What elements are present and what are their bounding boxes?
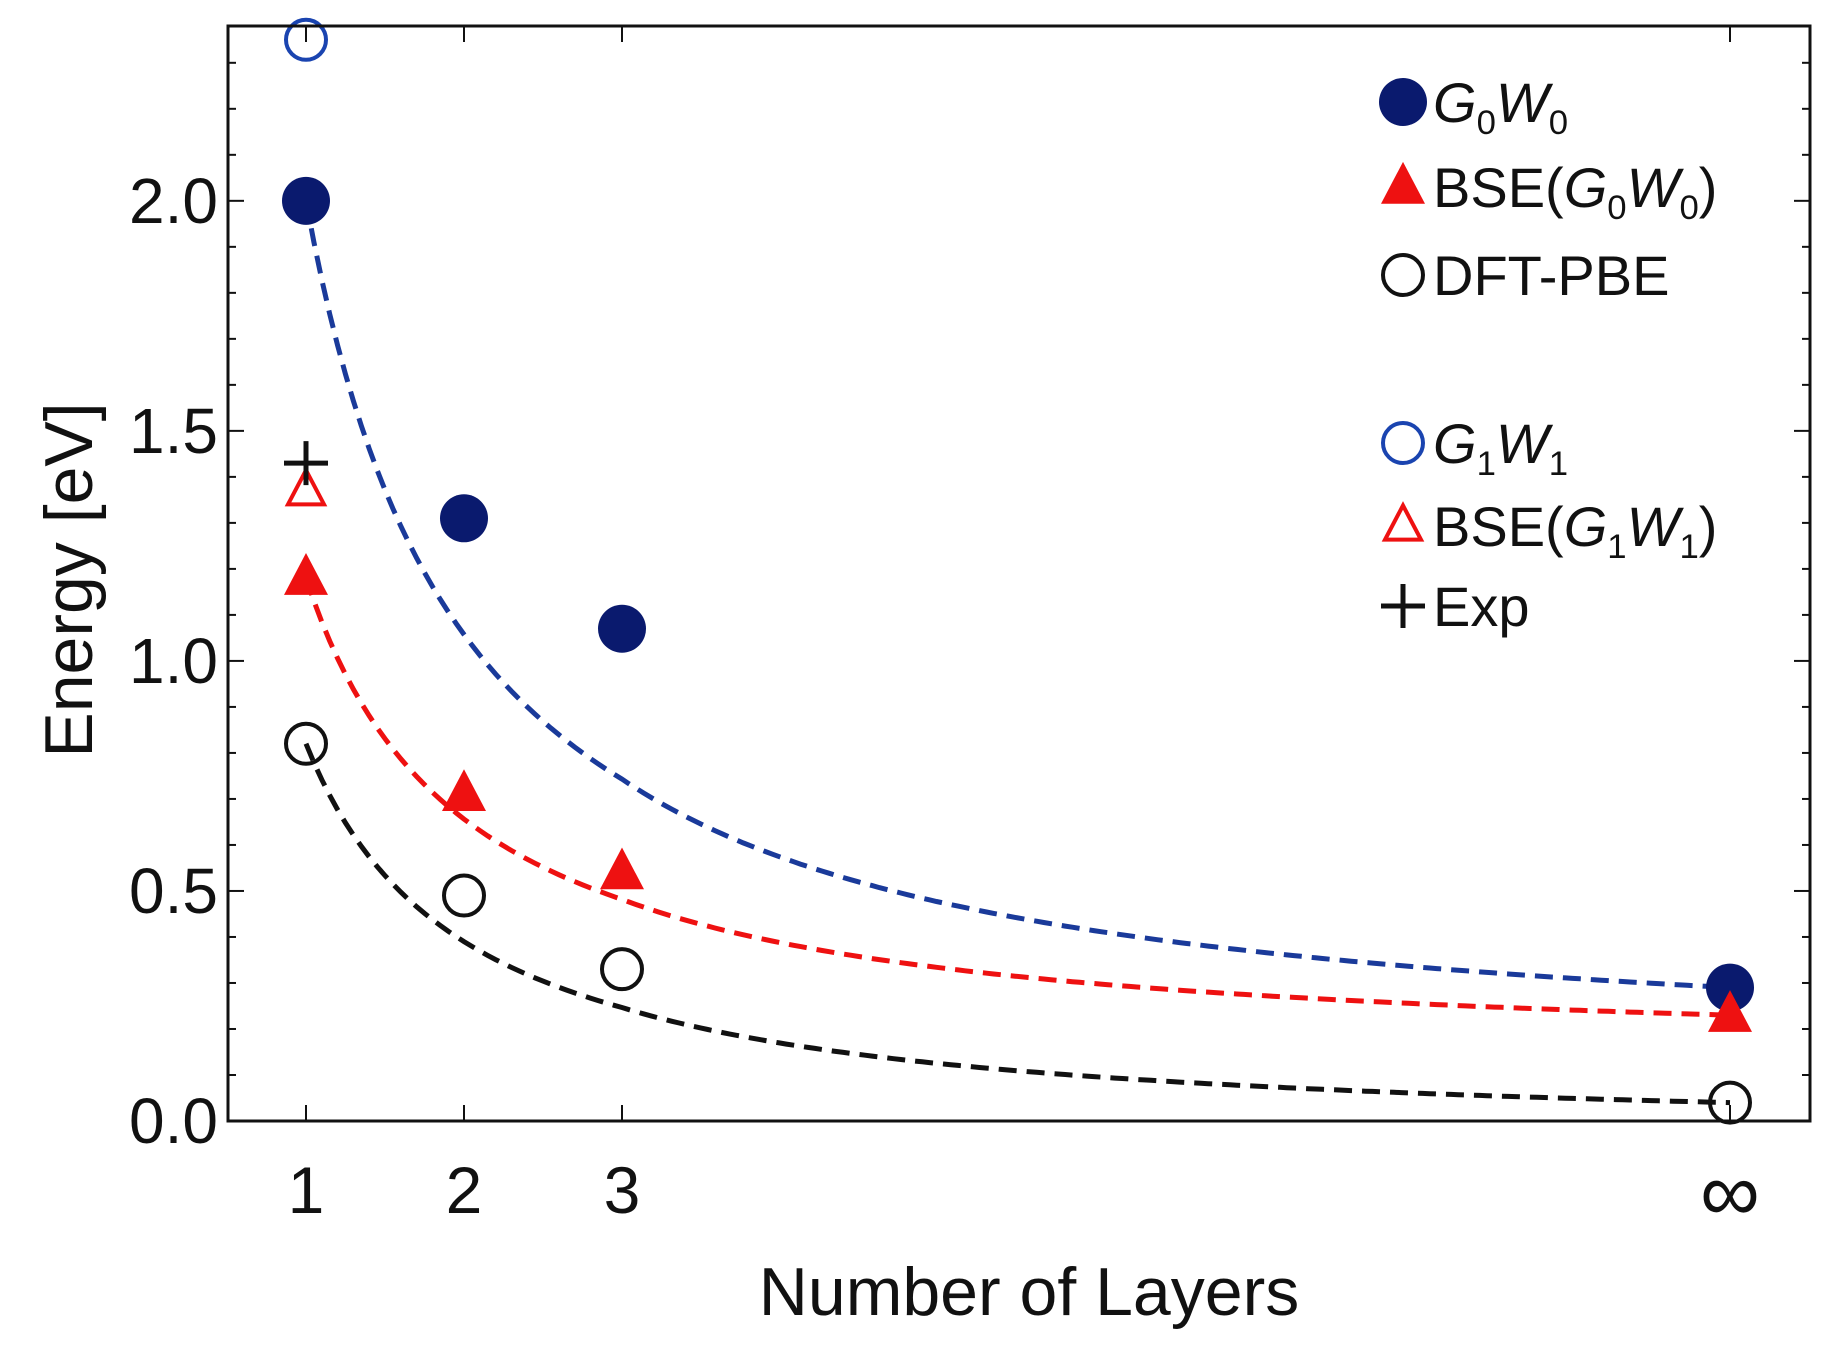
legend-label: BSE(G0​W0​) — [1433, 156, 1717, 227]
y-tick-label: 0.5 — [129, 855, 218, 927]
legend-label-part: 0 — [1607, 189, 1626, 227]
legend-label: Exp — [1433, 575, 1530, 638]
marker-bse-g0w0--3 — [1708, 990, 1752, 1032]
marker-bse-g0w0--0 — [284, 553, 328, 595]
marker-dft-pbe-3 — [1708, 1080, 1752, 1125]
y-tick-label: 0.0 — [129, 1085, 218, 1157]
legend-marker — [1381, 421, 1425, 465]
marker-bse-g0w0--2 — [600, 847, 644, 890]
plot-frame — [226, 24, 1812, 1123]
legend-label-part: BSE( — [1433, 156, 1564, 219]
legend-item: G0​W0​ — [1379, 71, 1568, 142]
legend-label: BSE(G1​W1​) — [1433, 495, 1717, 566]
legend-label-part: BSE( — [1433, 495, 1564, 558]
fit-lines — [303, 200, 1731, 1106]
legend-label-part: W — [1627, 495, 1685, 558]
x-tick-label: 1 — [288, 1153, 325, 1227]
legend-label-part: 0 — [1549, 104, 1568, 142]
marker-dft-pbe-2 — [600, 947, 644, 992]
y-tick-label: 1.5 — [129, 395, 218, 467]
y-tick-labels: 0.0 0.5 1.0 1.5 2.0 — [129, 165, 218, 1157]
legend-marker — [1381, 501, 1425, 542]
legend-label-part: 1 — [1607, 528, 1626, 566]
marker-g1w1-0 — [284, 17, 328, 62]
legend-marker — [1381, 253, 1425, 297]
x-tick-label: ∞ — [1700, 1145, 1760, 1239]
legend-item: BSE(G1​W1​) — [1381, 495, 1717, 566]
x-axis-label: Number of Layers — [759, 1254, 1299, 1330]
legend-label-part: ) — [1699, 156, 1718, 219]
legend-label-part: G — [1433, 71, 1477, 134]
data-markers — [282, 17, 1754, 1125]
legend-label: G1​W1​ — [1433, 412, 1568, 483]
marker-dft-pbe-1 — [442, 873, 486, 918]
legend-item: DFT-PBE — [1381, 244, 1669, 307]
legend-label-part: 0 — [1679, 189, 1698, 227]
legend-label-part: G — [1564, 156, 1608, 219]
legend-label-part: 1 — [1679, 528, 1698, 566]
x-tick-label: 2 — [446, 1153, 483, 1227]
legend-item: Exp — [1381, 575, 1530, 638]
marker-g0w0-3 — [1706, 963, 1754, 1012]
legend-marker — [1381, 161, 1425, 204]
legend-label-part: W — [1496, 71, 1554, 134]
legend-label-part: 1 — [1477, 445, 1496, 483]
legend-item: G1​W1​ — [1381, 412, 1568, 483]
marker-bse-g1w1--0 — [284, 465, 328, 507]
legend-label-part: W — [1627, 156, 1685, 219]
marker-bse-g0w0--1 — [442, 769, 486, 812]
marker-dft-pbe-0 — [284, 721, 328, 766]
marker-g0w0-2 — [598, 604, 646, 653]
y-tick-label: 2.0 — [129, 165, 218, 237]
legend-marker — [1379, 78, 1427, 126]
marker-g0w0-1 — [440, 494, 488, 543]
fit-line-bse-g0w0- — [303, 577, 1731, 1018]
marker-g0w0-0 — [282, 176, 330, 225]
y-tick-label: 1.0 — [129, 625, 218, 697]
legend: G0​W0​ BSE(G0​W0​) DFT-PBE G1​W1​ BSE(G1​W1​… — [1379, 71, 1717, 638]
legend-item: BSE(G0​W0​) — [1381, 156, 1717, 227]
marker-exp-0 — [284, 441, 328, 486]
legend-label-part: G — [1433, 412, 1477, 475]
legend-label-part: 0 — [1477, 104, 1496, 142]
legend-label-part: W — [1496, 412, 1554, 475]
y-axis-label: Energy [eV] — [31, 402, 107, 757]
legend-label-part: 1 — [1549, 445, 1568, 483]
x-tick-labels: 1 2 3 ∞ — [288, 1145, 1760, 1239]
x-tick-label: 3 — [604, 1153, 641, 1227]
legend-marker — [1381, 584, 1425, 628]
legend-label-part: ) — [1699, 495, 1718, 558]
fit-line-dft-pbe — [303, 742, 1731, 1106]
legend-label: G0​W0​ — [1433, 71, 1568, 142]
legend-label: DFT-PBE — [1433, 244, 1669, 307]
legend-label-part: G — [1564, 495, 1608, 558]
